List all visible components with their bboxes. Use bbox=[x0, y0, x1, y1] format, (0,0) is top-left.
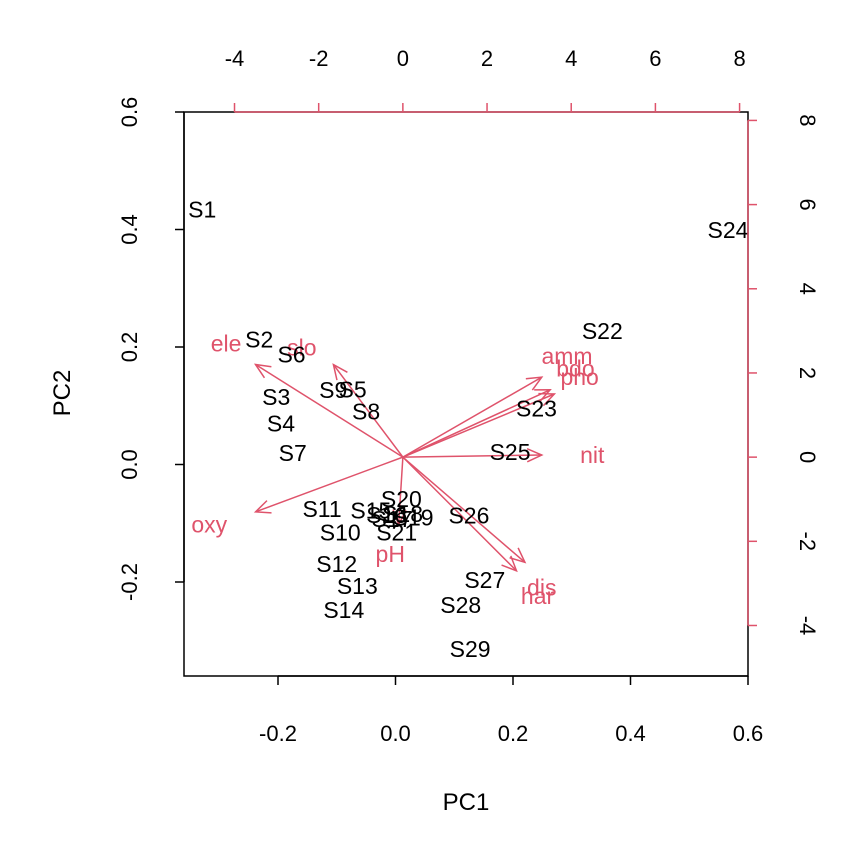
loading-label: pho bbox=[560, 364, 598, 390]
top-tick-label: 4 bbox=[565, 46, 577, 71]
observation-label: S1 bbox=[188, 197, 216, 223]
top-tick-label: -2 bbox=[309, 46, 329, 71]
observation-label: S7 bbox=[279, 440, 307, 466]
right-tick-label: 6 bbox=[795, 198, 820, 210]
right-tick-label: 2 bbox=[795, 367, 820, 379]
observation-label: S24 bbox=[708, 217, 749, 243]
x-tick-label: 0.2 bbox=[498, 721, 529, 746]
loading-arrowhead bbox=[253, 500, 272, 514]
top-tick-label: 0 bbox=[397, 46, 409, 71]
x-tick-label: -0.2 bbox=[259, 721, 297, 746]
loading-label: oxy bbox=[191, 511, 227, 537]
loading-label: slo bbox=[287, 335, 316, 361]
right-tick-label: -4 bbox=[795, 616, 820, 636]
loading-arrow bbox=[402, 456, 518, 572]
observation-label: S28 bbox=[440, 592, 481, 618]
observation-label: S19 bbox=[393, 504, 434, 530]
observation-label: S23 bbox=[516, 396, 557, 422]
y-axis-label: PC2 bbox=[49, 370, 76, 417]
observation-label: S20 bbox=[381, 486, 422, 512]
loading-arrow bbox=[397, 457, 404, 525]
loading-arrowhead bbox=[526, 448, 544, 463]
loading-arrow bbox=[332, 364, 404, 458]
observation-label: S4 bbox=[267, 410, 295, 436]
observation-label: S25 bbox=[490, 439, 531, 465]
observation-label: S6 bbox=[277, 342, 305, 368]
observation-label: S10 bbox=[320, 520, 361, 546]
loading-arrow bbox=[255, 456, 404, 513]
loading-arrow bbox=[255, 363, 404, 458]
right-tick-label: -2 bbox=[795, 532, 820, 552]
loading-arrowhead bbox=[509, 547, 527, 564]
observation-label: S5 bbox=[339, 376, 367, 402]
right-tick-label: 0 bbox=[795, 451, 820, 463]
observation-label: S2 bbox=[245, 326, 273, 352]
loading-label: bdo bbox=[556, 356, 594, 382]
loading-arrowhead bbox=[332, 363, 348, 381]
loading-arrow bbox=[402, 389, 551, 458]
observation-label: S18 bbox=[382, 501, 423, 527]
loading-arrowhead bbox=[538, 392, 557, 407]
loading-label: ele bbox=[211, 330, 242, 356]
observation-label: S14 bbox=[323, 597, 364, 623]
observation-label: S17 bbox=[372, 506, 413, 532]
loading-label: dis bbox=[527, 575, 556, 601]
observation-label: S22 bbox=[582, 318, 623, 344]
x-tick-label: 0.6 bbox=[733, 721, 764, 746]
y-tick-label: 0.4 bbox=[117, 214, 142, 245]
top-tick-label: -4 bbox=[225, 46, 245, 71]
observation-label: S9 bbox=[319, 377, 347, 403]
loading-arrowhead bbox=[534, 389, 552, 403]
loading-arrow bbox=[402, 456, 526, 563]
y-tick-label: 0.6 bbox=[117, 97, 142, 128]
loading-label: pH bbox=[376, 541, 405, 567]
observation-label: S13 bbox=[337, 573, 378, 599]
y-tick-label: 0.0 bbox=[117, 449, 142, 480]
right-tick-label: 4 bbox=[795, 283, 820, 295]
observations-layer: S1S2S3S4S5S6S7S8S9S10S11S12S13S14S15S16S… bbox=[188, 197, 749, 662]
loading-label: nit bbox=[580, 442, 605, 468]
observation-label: S16 bbox=[366, 502, 407, 528]
loading-arrow bbox=[402, 454, 542, 458]
observation-label: S3 bbox=[262, 384, 290, 410]
observation-label: S27 bbox=[464, 567, 505, 593]
top-tick-label: 8 bbox=[733, 46, 745, 71]
observation-label: S11 bbox=[302, 496, 341, 522]
observation-label: S12 bbox=[316, 551, 357, 577]
observation-label: S8 bbox=[352, 399, 380, 425]
loading-label: har bbox=[521, 583, 555, 609]
loading-arrow bbox=[402, 393, 555, 458]
loading-arrow bbox=[402, 376, 543, 458]
loading-arrowhead bbox=[525, 376, 544, 391]
x-tick-label: 0.0 bbox=[380, 721, 411, 746]
observation-label: S15 bbox=[350, 497, 391, 523]
y-tick-label: -0.2 bbox=[117, 563, 142, 601]
loading-arrowhead bbox=[253, 363, 272, 379]
top-tick-label: 6 bbox=[649, 46, 661, 71]
x-axis-label: PC1 bbox=[443, 789, 490, 816]
observation-label: S21 bbox=[376, 520, 417, 546]
x-tick-label: 0.4 bbox=[615, 721, 646, 746]
y-tick-label: 0.2 bbox=[117, 332, 142, 363]
loading-arrowhead bbox=[392, 509, 407, 527]
observation-label: S26 bbox=[448, 503, 489, 529]
loading-label: amm bbox=[541, 343, 592, 369]
top-tick-label: 2 bbox=[481, 46, 493, 71]
axes-layer: -0.2 0.0 0.2 0.4 0.6 -0.2 0.0 0.2 0.4 0.6 -4 -2 0 2 4 6… bbox=[117, 46, 820, 746]
loading-arrowhead bbox=[501, 555, 518, 573]
right-tick-label: 8 bbox=[795, 114, 820, 126]
observation-label: S29 bbox=[450, 636, 491, 662]
